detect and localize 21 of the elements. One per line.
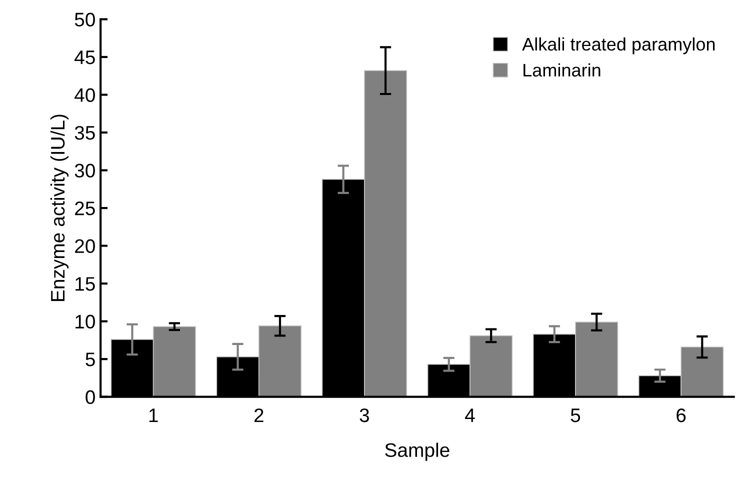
legend-label: Alkali treated paramylon	[522, 37, 715, 54]
x-tick-label: 1	[149, 408, 158, 422]
y-tick-label: 20	[75, 239, 95, 254]
y-tick-label: 15	[76, 277, 95, 291]
y-tick-label: 0	[86, 390, 95, 404]
y-tick-label: 5	[86, 352, 95, 366]
y-axis-title: Enzyme activity (IU/L)	[50, 114, 69, 301]
y-tick-label: 35	[74, 126, 95, 140]
y-tick-label: 30	[74, 164, 95, 178]
y-tick-label: 45	[74, 50, 95, 64]
legend-label: Laminarin	[524, 63, 600, 77]
y-tick-label: 25	[75, 202, 95, 216]
x-tick-label: 3	[360, 408, 369, 422]
x-tick-label: 6	[676, 408, 686, 422]
x-tick-label: 2	[254, 408, 264, 422]
x-tick-label: 5	[570, 408, 580, 422]
x-tick-label: 4	[465, 408, 475, 422]
y-tick-label: 40	[74, 88, 95, 102]
y-tick-label: 50	[74, 12, 95, 26]
x-axis-title: Sample	[385, 442, 450, 461]
y-tick-label: 10	[76, 314, 95, 329]
